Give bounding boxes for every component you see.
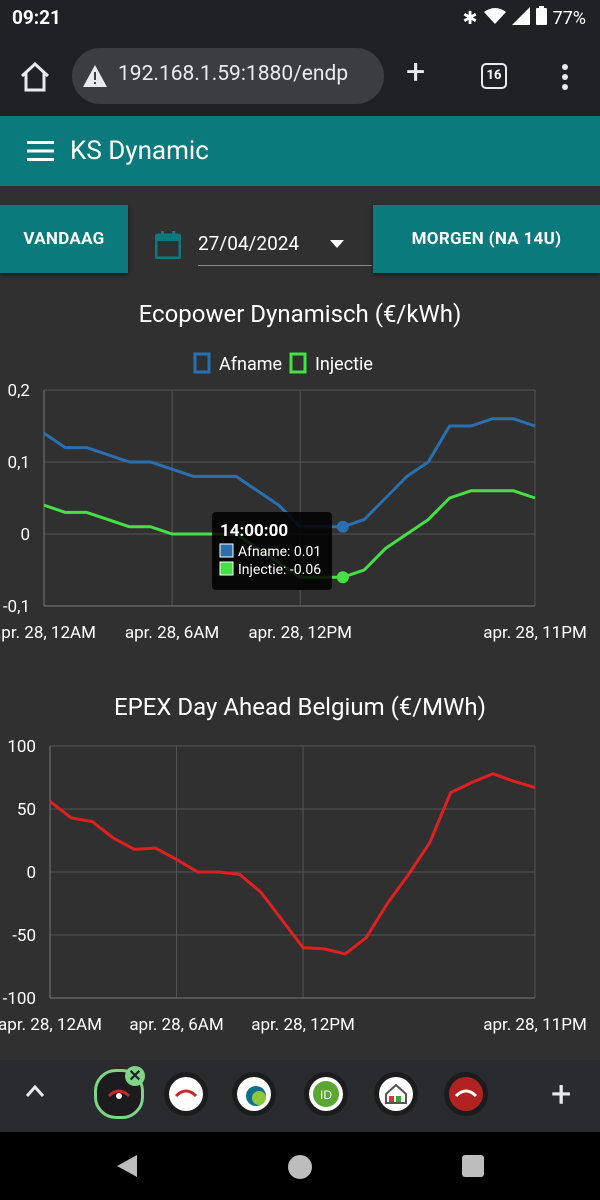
x-tick-label: apr. 28, 12PM (251, 1015, 355, 1035)
battery-percent: 77% (552, 7, 586, 29)
hover-point (336, 571, 349, 584)
legend-label: Afname (219, 354, 282, 375)
ecopower-chart: Ecopower Dynamisch (€/kWh) Afname Injectie… (0, 290, 600, 650)
series-line (43, 417, 536, 529)
hover-point (336, 520, 349, 533)
today-button[interactable]: VANDAAG (0, 205, 128, 273)
app-title: KS Dynamic (70, 136, 209, 166)
x-tick-label: apr. 28, 11PM (483, 1015, 587, 1035)
legend-label: Injectie (315, 354, 373, 375)
tab-favicon-3[interactable] (232, 1072, 276, 1116)
warning-icon[interactable] (82, 64, 108, 88)
status-bar: 09:21 ✱ 77% (0, 0, 600, 36)
home-nav-icon[interactable] (287, 1154, 313, 1180)
y-tick-label: -100 (3, 989, 36, 1009)
chart-title: Ecopower Dynamisch (€/kWh) (139, 300, 462, 328)
bluetooth-icon: ✱ (462, 7, 478, 29)
date-value[interactable]: 27/04/2024 (198, 232, 300, 255)
tab-favicon-6[interactable] (444, 1072, 488, 1116)
app-header: KS Dynamic (0, 116, 600, 186)
x-tick-label: apr. 28, 12AM (0, 623, 96, 643)
home-icon[interactable] (18, 60, 52, 94)
wifi-icon (483, 7, 506, 30)
date-underline (198, 265, 372, 266)
status-icons: ✱ 77% (462, 6, 586, 30)
overflow-menu-icon[interactable] (560, 64, 570, 90)
hamburger-menu-icon[interactable] (27, 141, 54, 161)
system-nav-bar (0, 1132, 600, 1200)
tooltip-line: Afname: 0.01 (238, 544, 321, 560)
tomorrow-button[interactable]: MORGEN (NA 14U) (373, 205, 600, 273)
signal-icon (511, 6, 530, 30)
x-tick-label: apr. 28, 12PM (248, 623, 352, 643)
back-icon[interactable] (115, 1154, 139, 1178)
tab-favicon-4[interactable]: ID (304, 1072, 348, 1116)
series-line (49, 772, 536, 956)
tooltip-swatch (219, 561, 234, 576)
ecopower-chart-svg: Ecopower Dynamisch (€/kWh) Afname Injectie… (0, 300, 587, 643)
x-tick-label: apr. 28, 11PM (483, 623, 587, 643)
tooltip-title: 14:00:00 (220, 521, 288, 541)
tab-favicon-2[interactable] (164, 1072, 208, 1116)
y-tick-label: -50 (12, 926, 36, 946)
tooltip-box (212, 512, 332, 590)
tooltip-line: Injectie: -0.06 (238, 562, 321, 578)
chart-title: EPEX Day Ahead Belgium (€/MWh) (114, 693, 486, 721)
svg-text:ID: ID (320, 1088, 332, 1102)
tab-strip: ✕ ID + (0, 1060, 600, 1132)
battery-icon (535, 6, 547, 30)
url-text[interactable]: 192.168.1.59:1880/endp (118, 62, 349, 86)
y-tick-label: 0 (26, 863, 36, 883)
browser-toolbar: 192.168.1.59:1880/endp + 16 (0, 36, 600, 116)
legend-swatch (193, 352, 211, 374)
legend-swatch (289, 352, 307, 374)
close-tab-icon[interactable]: ✕ (125, 1066, 145, 1086)
chevron-up-icon[interactable] (24, 1084, 46, 1098)
chevron-down-icon[interactable] (330, 240, 344, 248)
address-bar[interactable]: 192.168.1.59:1880/endp (72, 48, 384, 104)
y-tick-label: 100 (7, 737, 36, 757)
tab-switcher-button[interactable]: 16 (481, 63, 507, 89)
calendar-icon[interactable] (155, 231, 181, 259)
epex-chart-svg: EPEX Day Ahead Belgium (€/MWh) 100 50 0 -50 -… (0, 693, 587, 1035)
x-tick-label: apr. 28, 6AM (125, 623, 219, 643)
recents-icon[interactable] (462, 1155, 484, 1177)
y-tick-label: 0,2 (8, 381, 30, 401)
status-time: 09:21 (12, 6, 61, 29)
x-tick-label: apr. 28, 6AM (129, 1015, 223, 1035)
epex-chart: EPEX Day Ahead Belgium (€/MWh) 100 50 0 -50 -… (0, 683, 600, 1043)
y-tick-label: -0,1 (3, 597, 30, 617)
y-tick-label: 50 (17, 800, 36, 820)
x-tick-label: apr. 28, 12AM (0, 1015, 102, 1035)
tab-favicon-5[interactable] (374, 1072, 418, 1116)
new-tab-button[interactable]: + (406, 52, 426, 92)
date-picker[interactable]: 27/04/2024 (150, 218, 372, 266)
y-tick-label: 0 (20, 525, 30, 545)
y-tick-label: 0,1 (8, 453, 30, 473)
add-tab-button[interactable]: + (551, 1073, 572, 1115)
tooltip-swatch (219, 543, 234, 558)
